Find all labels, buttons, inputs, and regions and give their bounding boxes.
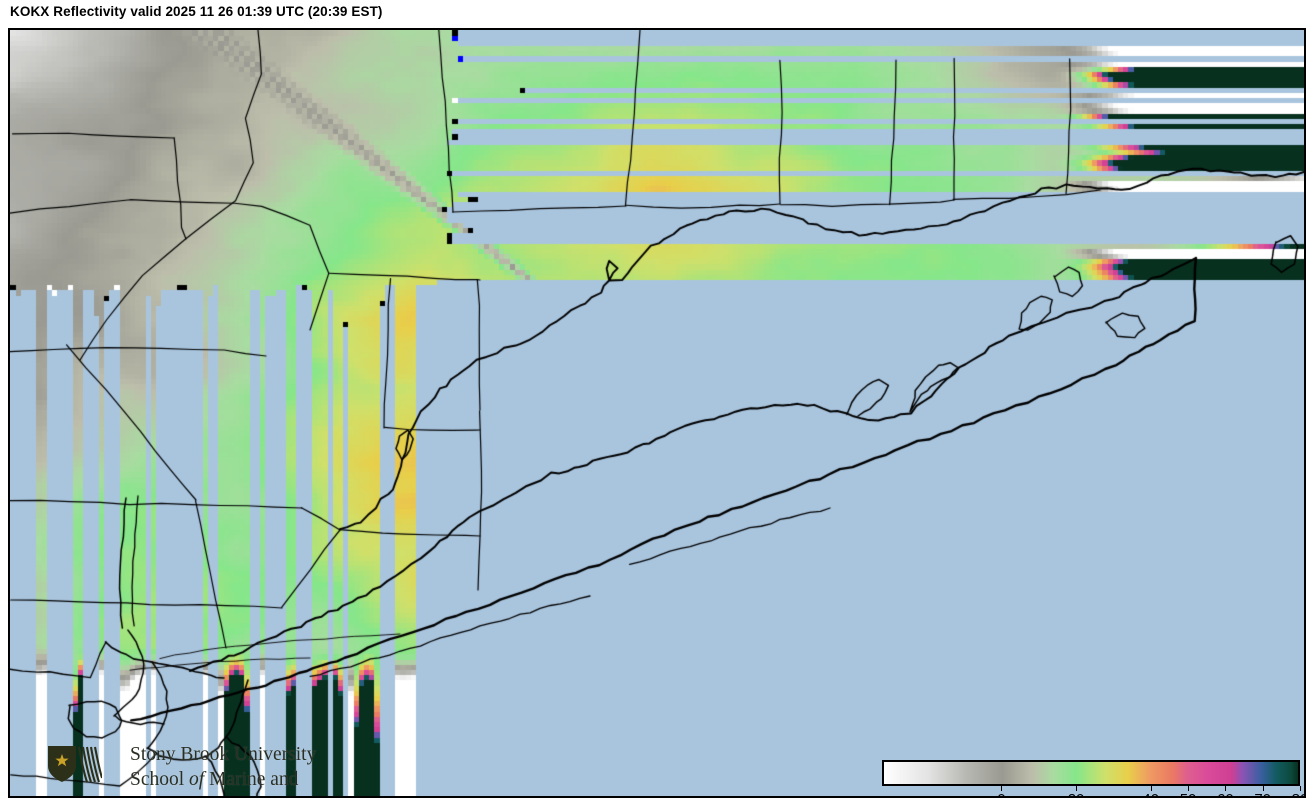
colorbar-tick-label: 60 [1217, 791, 1234, 796]
colorbar-bar [882, 760, 1300, 786]
colorbar-tick [1300, 786, 1301, 791]
colorbar-tick [1225, 786, 1227, 791]
radar-map-panel[interactable]: Stony Brook University School of Marine … [8, 28, 1306, 798]
colorbar-tick-label: 80 [1292, 791, 1304, 796]
title-bar: KOKX Reflectivity valid 2025 11 26 01:39… [0, 0, 1316, 28]
colorbar-tick-label: 40 [1142, 791, 1159, 796]
colorbar-tick [1150, 786, 1152, 791]
radar-reflectivity-image[interactable] [10, 30, 1304, 796]
colorbar-tick [1262, 786, 1264, 791]
colorbar-tick-label: 70 [1254, 791, 1271, 796]
colorbar-tick-label: 0 [997, 791, 1005, 796]
page-title: KOKX Reflectivity valid 2025 11 26 01:39… [10, 4, 383, 19]
colorbar-tick [1001, 786, 1003, 791]
colorbar-tick-label: 50 [1180, 791, 1197, 796]
colorbar-tick-label: 20 [1068, 791, 1085, 796]
colorbar-tick [1076, 786, 1078, 791]
reflectivity-colorbar: 0 20 40 50 60 70 80 [880, 760, 1304, 796]
colorbar-gradient [884, 762, 1298, 784]
colorbar-tick [1188, 786, 1190, 791]
